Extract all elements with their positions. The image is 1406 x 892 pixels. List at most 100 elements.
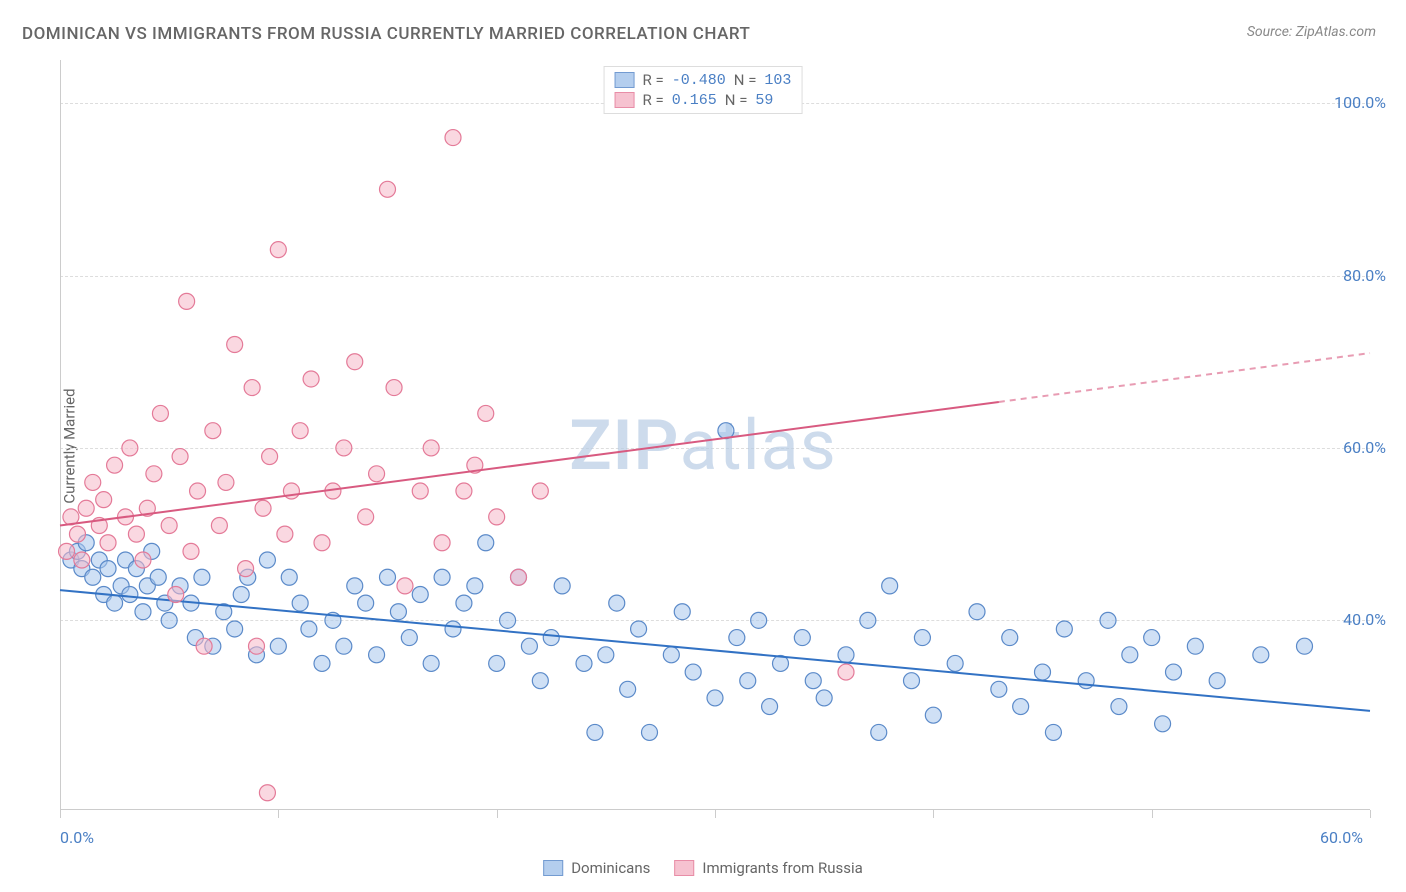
data-point — [190, 483, 206, 499]
data-point — [1002, 630, 1018, 646]
data-point — [631, 621, 647, 637]
data-point — [914, 630, 930, 646]
data-point — [194, 569, 210, 585]
legend-label-russia: Immigrants from Russia — [702, 859, 862, 877]
data-point — [478, 535, 494, 551]
data-point — [281, 569, 297, 585]
data-point — [598, 647, 614, 663]
data-point — [412, 586, 428, 602]
data-point — [511, 569, 527, 585]
data-point — [1056, 621, 1072, 637]
data-point — [401, 630, 417, 646]
data-point — [642, 724, 658, 740]
x-tick-label: 0.0% — [60, 828, 94, 847]
data-point — [218, 474, 234, 490]
data-point — [390, 604, 406, 620]
n-label-1: N = — [734, 71, 757, 89]
data-point — [179, 293, 195, 309]
data-point — [925, 707, 941, 723]
data-point — [576, 655, 592, 671]
data-point — [554, 578, 570, 594]
data-point — [740, 673, 756, 689]
data-point — [270, 242, 286, 258]
data-point — [85, 474, 101, 490]
data-point — [96, 492, 112, 508]
data-point — [172, 449, 188, 465]
data-point — [255, 500, 271, 516]
data-point — [244, 380, 260, 396]
data-point — [380, 569, 396, 585]
data-point — [100, 535, 116, 551]
data-point — [1100, 612, 1116, 628]
data-point — [259, 785, 275, 801]
legend-swatch-russia — [615, 92, 635, 108]
x-tick-label: 60.0% — [1320, 828, 1363, 847]
data-point — [262, 449, 278, 465]
data-point — [489, 655, 505, 671]
data-point — [904, 673, 920, 689]
data-point — [135, 552, 151, 568]
data-point — [233, 586, 249, 602]
data-point — [707, 690, 723, 706]
data-point — [412, 483, 428, 499]
data-point — [128, 526, 144, 542]
data-point — [871, 724, 887, 740]
data-point — [1013, 699, 1029, 715]
data-point — [456, 595, 472, 611]
data-point — [347, 354, 363, 370]
data-point — [161, 612, 177, 628]
data-point — [211, 518, 227, 534]
data-point — [277, 526, 293, 542]
data-point — [146, 466, 162, 482]
legend-series: Dominicans Immigrants from Russia — [543, 859, 863, 877]
data-point — [1297, 638, 1313, 654]
data-point — [489, 509, 505, 525]
data-point — [860, 612, 876, 628]
data-point — [1144, 630, 1160, 646]
data-point — [358, 509, 374, 525]
data-point — [69, 526, 85, 542]
data-point — [663, 647, 679, 663]
data-point — [969, 604, 985, 620]
data-point — [301, 621, 317, 637]
data-point — [762, 699, 778, 715]
legend-stats-row-2: R = 0.165 N = 59 — [615, 91, 792, 109]
data-point — [947, 655, 963, 671]
r-label-1: R = — [643, 71, 664, 89]
data-point — [445, 130, 461, 146]
data-point — [1078, 673, 1094, 689]
data-point — [292, 595, 308, 611]
data-point — [386, 380, 402, 396]
data-point — [59, 543, 75, 559]
data-point — [1166, 664, 1182, 680]
n-value-1: 103 — [764, 72, 791, 89]
data-point — [122, 440, 138, 456]
data-point — [249, 638, 265, 654]
data-point — [358, 595, 374, 611]
data-point — [521, 638, 537, 654]
data-point — [1155, 716, 1171, 732]
data-point — [259, 552, 275, 568]
y-tick-label: 80.0% — [1343, 266, 1386, 285]
data-point — [838, 664, 854, 680]
chart-container: DOMINICAN VS IMMIGRANTS FROM RUSSIA CURR… — [0, 0, 1406, 892]
data-point — [882, 578, 898, 594]
y-tick-label: 60.0% — [1343, 438, 1386, 457]
data-point — [423, 655, 439, 671]
source-attribution: Source: ZipAtlas.com — [1247, 24, 1376, 40]
legend-stats: R = -0.480 N = 103 R = 0.165 N = 59 — [604, 66, 803, 114]
data-point — [1253, 647, 1269, 663]
chart-title: DOMINICAN VS IMMIGRANTS FROM RUSSIA CURR… — [22, 24, 750, 44]
data-point — [161, 518, 177, 534]
data-point — [1187, 638, 1203, 654]
data-point — [587, 724, 603, 740]
data-point — [152, 405, 168, 421]
legend-label-dominicans: Dominicans — [571, 859, 650, 877]
data-point — [532, 483, 548, 499]
data-point — [314, 655, 330, 671]
n-value-2: 59 — [755, 92, 773, 109]
data-point — [838, 647, 854, 663]
legend-swatch-dominicans — [615, 72, 635, 88]
data-point — [620, 681, 636, 697]
data-point — [336, 440, 352, 456]
